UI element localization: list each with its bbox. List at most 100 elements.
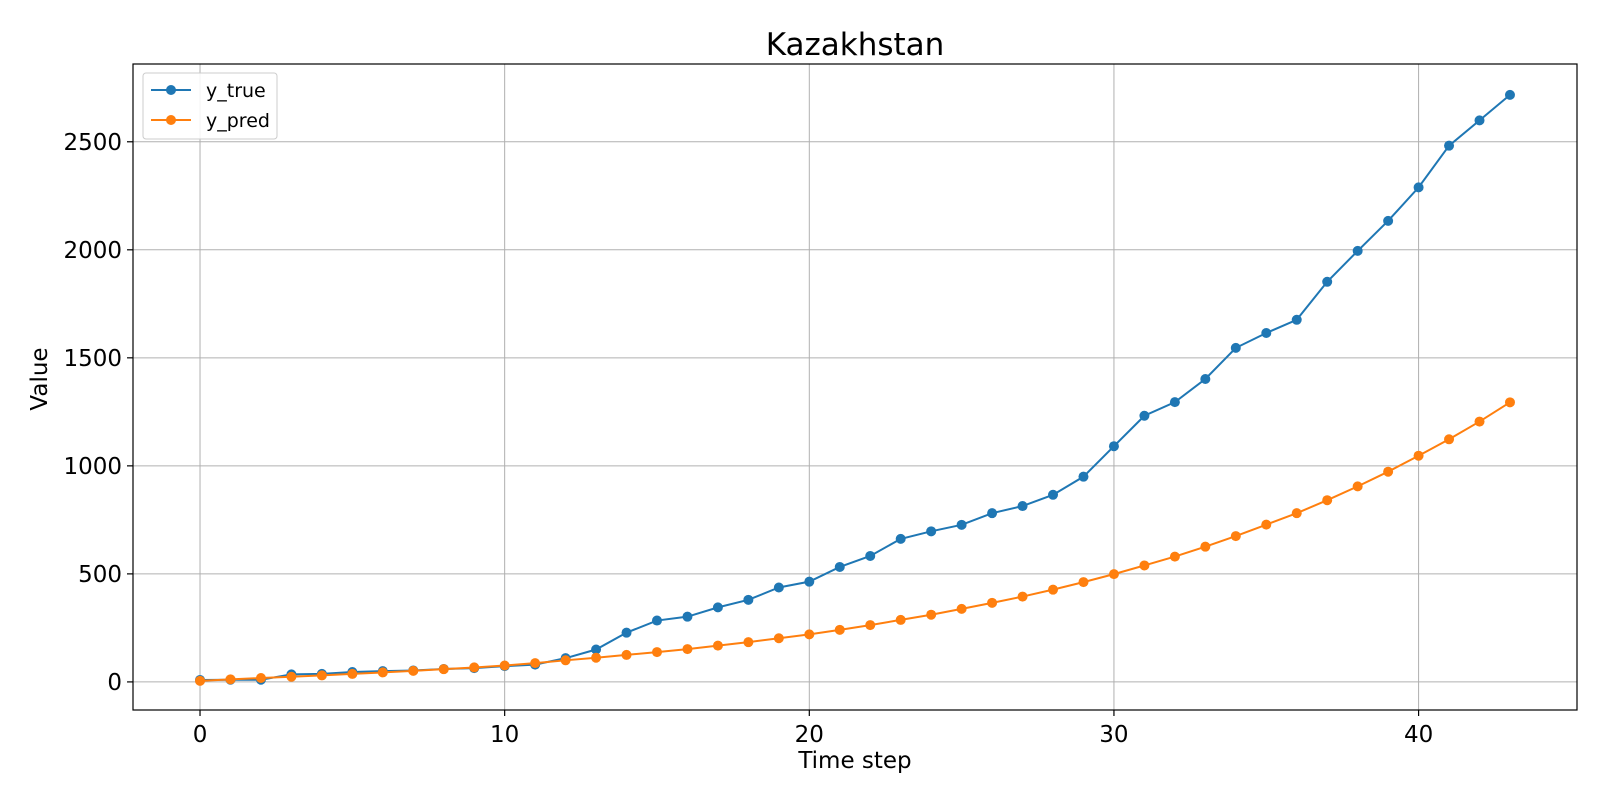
data-point	[1108, 441, 1119, 452]
data-point	[1230, 342, 1241, 353]
x-tick-label: 0	[193, 722, 208, 748]
data-point	[712, 602, 723, 613]
data-point	[438, 664, 449, 675]
data-point	[1413, 182, 1424, 193]
y-tick-label: 1000	[63, 454, 122, 480]
chart-title: Kazakhstan	[766, 27, 945, 63]
data-point	[773, 633, 784, 644]
data-point	[1078, 577, 1089, 588]
series-layer	[195, 89, 1515, 686]
data-point	[865, 550, 876, 561]
data-point	[286, 671, 297, 682]
data-point	[1230, 531, 1241, 542]
data-point	[1291, 508, 1302, 519]
data-point	[1078, 471, 1089, 482]
data-point	[1291, 314, 1302, 325]
data-point	[926, 609, 937, 620]
y-tick-label: 0	[107, 670, 122, 696]
axis-ticks: 0 10 20 30 40 0 500 1000 1500 2000 2500	[63, 130, 1433, 748]
data-point	[651, 615, 662, 626]
data-point	[743, 594, 754, 605]
data-point	[926, 526, 937, 537]
data-point	[377, 667, 388, 678]
x-tick-label: 30	[1099, 722, 1128, 748]
data-point	[1048, 489, 1059, 500]
data-point	[1383, 466, 1394, 477]
data-point	[560, 655, 571, 666]
plot-frame	[132, 63, 1578, 711]
data-point	[956, 603, 967, 614]
series-line	[199, 401, 1511, 682]
data-point	[195, 675, 206, 686]
data-point	[1444, 434, 1455, 445]
data-point	[804, 629, 815, 640]
data-point	[651, 647, 662, 658]
data-point	[591, 644, 602, 655]
data-point	[712, 640, 723, 651]
y-axis-label: Value	[27, 347, 53, 410]
data-point	[1383, 215, 1394, 226]
data-point	[316, 670, 327, 681]
data-point	[956, 519, 967, 530]
grid-lines	[133, 64, 1577, 710]
y-tick-label: 2500	[63, 130, 122, 156]
data-point	[1444, 140, 1455, 151]
legend-marker	[166, 85, 176, 95]
data-point	[1139, 410, 1150, 421]
data-point	[895, 533, 906, 544]
data-point	[1200, 374, 1211, 385]
data-point	[225, 674, 236, 685]
data-point	[621, 649, 632, 660]
data-point	[530, 658, 541, 669]
data-point	[834, 561, 845, 572]
data-point	[408, 665, 419, 676]
x-axis-label: Time step	[797, 748, 911, 774]
x-tick-label: 40	[1404, 722, 1433, 748]
data-point	[1322, 276, 1333, 287]
x-tick-label: 20	[795, 722, 824, 748]
data-point	[987, 508, 998, 519]
x-tick-label: 10	[490, 722, 519, 748]
legend-marker	[166, 115, 176, 125]
series-y-pred	[195, 397, 1515, 686]
data-point	[865, 620, 876, 631]
data-point	[591, 652, 602, 663]
data-point	[682, 644, 693, 655]
data-point	[469, 662, 480, 673]
data-point	[1108, 569, 1119, 580]
data-point	[1474, 115, 1485, 126]
data-point	[499, 660, 510, 671]
data-point	[1048, 584, 1059, 595]
data-point	[895, 614, 906, 625]
data-point	[1200, 541, 1211, 552]
y-tick-label: 2000	[63, 238, 122, 264]
data-point	[773, 582, 784, 593]
legend-label: y_pred	[206, 110, 270, 132]
data-point	[1352, 481, 1363, 492]
data-point	[1169, 551, 1180, 562]
data-point	[743, 637, 754, 648]
data-point	[1261, 327, 1272, 338]
data-point	[621, 627, 632, 638]
data-point	[1017, 591, 1028, 602]
series-y-true	[195, 89, 1515, 685]
data-point	[804, 576, 815, 587]
data-point	[1413, 450, 1424, 461]
data-point	[1504, 397, 1515, 408]
legend-label: y_true	[206, 80, 266, 102]
series-line	[200, 94, 1511, 681]
data-point	[1261, 519, 1272, 530]
data-point	[1017, 501, 1028, 512]
data-point	[255, 673, 266, 684]
data-point	[1352, 245, 1363, 256]
y-tick-label: 500	[78, 562, 122, 588]
data-point	[1139, 560, 1150, 571]
data-point	[347, 668, 358, 679]
data-point	[834, 624, 845, 635]
data-point	[682, 611, 693, 622]
data-point	[1169, 397, 1180, 408]
legend-item: y_pred	[151, 110, 270, 132]
data-point	[1322, 495, 1333, 506]
y-tick-label: 1500	[63, 346, 122, 372]
